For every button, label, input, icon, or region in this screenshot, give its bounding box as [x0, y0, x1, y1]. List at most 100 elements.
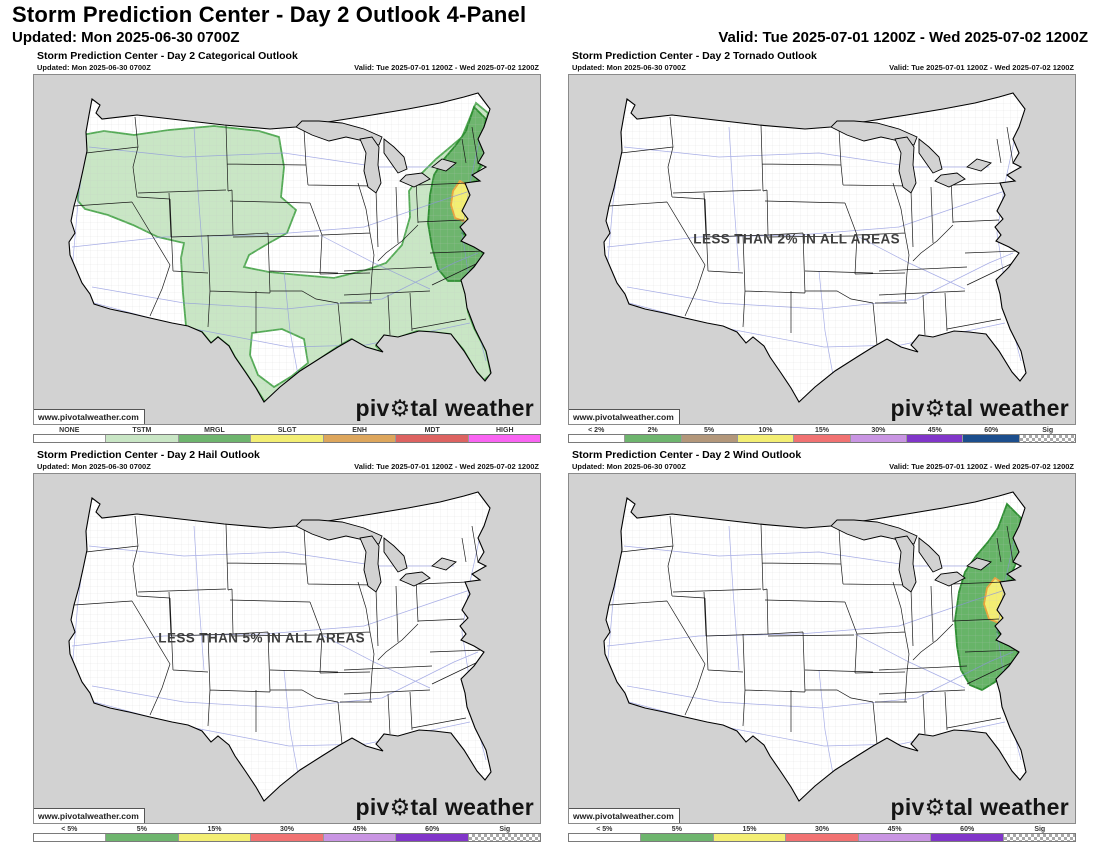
- legend-swatch-10: [737, 435, 795, 442]
- great-lake: [399, 172, 431, 188]
- legend-swatch-5: [106, 834, 179, 841]
- legend-swatch-30: [786, 834, 859, 841]
- legend-swatch-sig: [1019, 435, 1075, 442]
- us-outline: [68, 491, 492, 802]
- panel-title: Storm Prediction Center - Day 2 Categori…: [37, 50, 298, 62]
- map-note: LESS THAN 2% IN ALL AREAS: [693, 231, 901, 247]
- tornado-legend: < 2% 2% 5% 10% 15% 30% 45% 60% Sig: [568, 427, 1076, 443]
- legend-color-bar: [33, 434, 541, 443]
- panel-updated-timestamp: Updated: Mon 2025-06-30 0700Z: [37, 63, 151, 72]
- legend-swatch-60: [931, 834, 1004, 841]
- legend-color-bar: [568, 434, 1076, 443]
- panel-updated-timestamp: Updated: Mon 2025-06-30 0700Z: [37, 462, 151, 471]
- great-lake: [894, 535, 917, 593]
- gear-icon: ⚙: [389, 395, 411, 421]
- legend-label: 5%: [704, 427, 715, 434]
- panel-valid-timestamp: Valid: Tue 2025-07-01 1200Z - Wed 2025-0…: [889, 462, 1074, 471]
- site-url-label: www.pivotalweather.com: [569, 409, 680, 424]
- legend-label: 15%: [814, 427, 829, 434]
- panel-title: Storm Prediction Center - Day 2 Hail Out…: [37, 449, 260, 461]
- great-lake: [918, 537, 943, 573]
- great-lake: [359, 136, 382, 194]
- panel-tornado: Storm Prediction Center - Day 2 Tornado …: [568, 50, 1076, 443]
- legend-label: 15%: [207, 826, 222, 833]
- legend-swatch-tstm: [106, 435, 179, 442]
- legend-label: 5%: [136, 826, 147, 833]
- legend-swatch-2: [625, 435, 682, 442]
- four-panel-grid: Storm Prediction Center - Day 2 Categori…: [0, 46, 1100, 842]
- legend-swatch-5: [34, 834, 107, 841]
- legend-swatch-mrgl: [178, 435, 252, 442]
- legend-label: SLGT: [277, 427, 297, 434]
- legend-labels: < 5% 5% 15% 30% 45% 60% Sig: [568, 826, 1076, 833]
- panel-updated-timestamp: Updated: Mon 2025-06-30 0700Z: [572, 462, 686, 471]
- legend-swatch-30: [251, 834, 324, 841]
- legend-swatch-2: [569, 435, 626, 442]
- legend-label: < 2%: [588, 427, 605, 434]
- state-borders-layer: [73, 515, 485, 745]
- legend-swatch-mdt: [396, 435, 469, 442]
- legend-label: Sig: [499, 826, 511, 833]
- logo-text: tal weather: [410, 395, 534, 421]
- legend-label: ENH: [352, 427, 367, 434]
- legend-swatch-60: [396, 834, 469, 841]
- legend-swatch-45: [858, 834, 932, 841]
- legend-label: MDT: [424, 427, 440, 434]
- legend-label: < 5%: [596, 826, 613, 833]
- legend-swatch-sig: [1003, 834, 1075, 841]
- legend-swatch-enh: [323, 435, 397, 442]
- tornado-outlook-map: LESS THAN 2% IN ALL AREAS www.pivotalwea…: [568, 74, 1076, 425]
- legend-label: HIGH: [496, 427, 514, 434]
- great-lake: [966, 158, 992, 172]
- pivotal-weather-logo: piv⚙tal weather: [890, 794, 1069, 821]
- map-note: LESS THAN 5% IN ALL AREAS: [158, 630, 366, 646]
- panel-hail: Storm Prediction Center - Day 2 Hail Out…: [33, 449, 541, 842]
- gear-icon: ⚙: [924, 395, 946, 421]
- panel-categorical: Storm Prediction Center - Day 2 Categori…: [33, 50, 541, 443]
- great-lake: [383, 138, 408, 174]
- great-lake: [399, 571, 431, 587]
- legend-labels: NONE TSTM MRGL SLGT ENH MDT HIGH: [33, 427, 541, 434]
- legend-swatch-45: [323, 834, 397, 841]
- legend-label: 30%: [871, 427, 886, 434]
- gear-icon: ⚙: [924, 794, 946, 820]
- legend-label: 10%: [758, 427, 773, 434]
- site-url-label: www.pivotalweather.com: [34, 808, 145, 823]
- great-lake: [966, 557, 992, 571]
- logo-text: tal weather: [945, 794, 1069, 820]
- legend-color-bar: [568, 833, 1076, 842]
- great-lake: [934, 172, 966, 188]
- panel-valid-timestamp: Valid: Tue 2025-07-01 1200Z - Wed 2025-0…: [354, 462, 539, 471]
- legend-labels: < 5% 5% 15% 30% 45% 60% Sig: [33, 826, 541, 833]
- panel-title: Storm Prediction Center - Day 2 Tornado …: [572, 50, 817, 62]
- legend-label: TSTM: [132, 427, 152, 434]
- legend-swatch-sig: [468, 834, 540, 841]
- legend-label: 15%: [742, 826, 757, 833]
- legend-swatch-45: [906, 435, 964, 442]
- logo-text: piv: [355, 794, 390, 820]
- page-title: Storm Prediction Center - Day 2 Outlook …: [12, 2, 527, 27]
- us-outline: [603, 491, 1027, 802]
- us-basemap: [34, 75, 540, 424]
- wind-legend: < 5% 5% 15% 30% 45% 60% Sig: [568, 826, 1076, 842]
- legend-label: MRGL: [204, 427, 225, 434]
- great-lake: [934, 571, 966, 587]
- legend-label: 45%: [352, 826, 367, 833]
- categorical-legend: NONE TSTM MRGL SLGT ENH MDT HIGH: [33, 427, 541, 443]
- panel-wind: Storm Prediction Center - Day 2 Wind Out…: [568, 449, 1076, 842]
- legend-label: Sig: [1034, 826, 1046, 833]
- page-header: Storm Prediction Center - Day 2 Outlook …: [0, 0, 1100, 46]
- site-url-label: www.pivotalweather.com: [569, 808, 680, 823]
- great-lake: [359, 535, 382, 593]
- legend-label: NONE: [59, 427, 80, 434]
- logo-text: tal weather: [945, 395, 1069, 421]
- legend-label: 30%: [280, 826, 295, 833]
- legend-swatch-15: [713, 834, 787, 841]
- great-lake: [918, 138, 943, 174]
- great-lake: [383, 537, 408, 573]
- us-basemap: [569, 75, 1075, 424]
- great-lake: [431, 557, 457, 571]
- pivotal-weather-logo: piv⚙tal weather: [355, 395, 534, 422]
- legend-swatch-slgt: [251, 435, 324, 442]
- legend-swatch-high: [468, 435, 540, 442]
